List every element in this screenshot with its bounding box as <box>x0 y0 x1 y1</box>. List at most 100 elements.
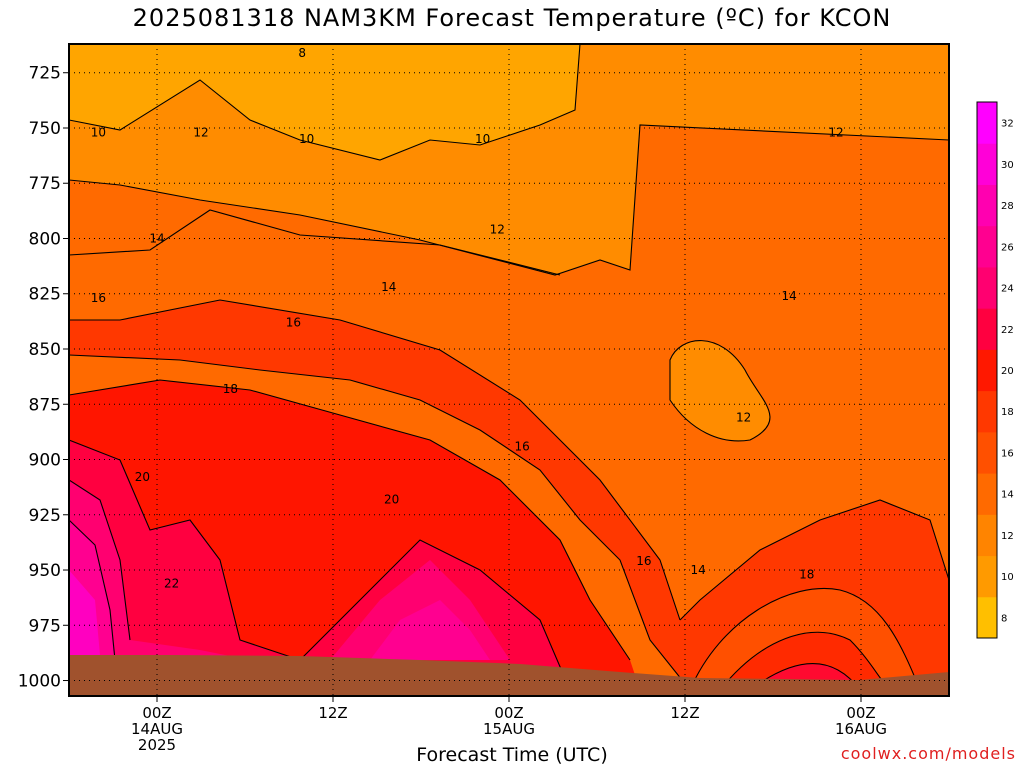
colorbar-swatch <box>977 349 997 392</box>
contour-label: 12 <box>828 125 843 139</box>
y-tick-label: 925 <box>29 506 61 526</box>
colorbar-tick-label: 18 <box>1001 407 1014 418</box>
contour-label: 14 <box>149 231 164 245</box>
contour-label-text: 14 <box>381 280 396 294</box>
credit-text: coolwx.com/models <box>840 744 1016 763</box>
temperature-pocket-12 <box>670 340 770 441</box>
colorbar-swatch <box>977 514 997 557</box>
contour-label-text: 16 <box>636 554 651 568</box>
contour-label-text: 12 <box>193 125 208 139</box>
colorbar-tick-label: 30 <box>1001 160 1014 171</box>
temperature-band-18 <box>69 300 949 690</box>
contour-label: 16 <box>515 439 530 453</box>
contour-label-text: 18 <box>223 382 238 396</box>
contour-label: 20 <box>135 470 150 484</box>
contour-label-text: 8 <box>298 46 306 60</box>
y-tick-label: 775 <box>29 174 61 194</box>
contour-label-text: 16 <box>286 315 301 329</box>
contour-label-text: 12 <box>490 223 505 237</box>
contour-label: 14 <box>381 280 396 294</box>
contour-label-text: 14 <box>149 231 164 245</box>
colorbar-swatch <box>977 184 997 227</box>
contour-label: 10 <box>299 132 314 146</box>
contour-label-text: 10 <box>475 132 490 146</box>
colorbar: 8 10 12 14 16 18 20 22 24 26 28 30 32 <box>976 101 1014 639</box>
x-tick-label: 00Z 15AUG <box>483 704 535 738</box>
colorbar-tick-label: 32 <box>1001 119 1014 130</box>
temperature-band-18-lower-right <box>720 632 890 690</box>
colorbar-tick-label: 20 <box>1001 366 1014 377</box>
grid-lines <box>69 44 949 696</box>
x-tick-label: 12Z <box>318 704 347 722</box>
colorbar-swatch <box>977 143 997 185</box>
y-tick-label: 800 <box>29 229 61 249</box>
colorbar-tick-label: 10 <box>1001 572 1014 583</box>
y-tick-label: 750 <box>29 119 61 139</box>
temperature-band-26 <box>69 520 490 660</box>
contour-label-text: 12 <box>736 411 751 425</box>
temperature-band-8 <box>69 44 580 160</box>
y-tick-label: 975 <box>29 616 61 636</box>
colorbar-frame <box>976 101 998 639</box>
y-axis: 725 750 775 800 825 850 875 900 925 950 975 1000 <box>18 64 69 692</box>
contour-label-text: 16 <box>91 291 106 305</box>
contour-label-text: 14 <box>691 563 706 577</box>
colorbar-tick-label: 16 <box>1001 448 1014 459</box>
colorbar-tick-label: 26 <box>1001 242 1014 253</box>
y-tick-label: 875 <box>29 395 61 415</box>
contour-label: 12 <box>193 125 208 139</box>
y-tick-label: 825 <box>29 285 61 305</box>
contour-label: 14 <box>781 289 796 303</box>
colorbar-swatch <box>977 390 997 433</box>
y-tick-label: 725 <box>29 64 61 84</box>
x-axis-label: Forecast Time (UTC) <box>416 744 608 766</box>
x-axis: 00Z 14AUG 2025 12Z 00Z 15AUG 12Z 00Z 16AUG <box>131 696 887 754</box>
contour-label: 14 <box>691 563 706 577</box>
contour-label: 10 <box>91 125 106 139</box>
contour-label: 18 <box>223 382 238 396</box>
contour-labels: 8 10 12 10 10 12 12 14 14 14 16 16 18 12 16 20 20 16 14 18 2… <box>91 46 844 590</box>
colorbar-swatch <box>977 431 997 474</box>
y-tick-label: 900 <box>29 451 61 471</box>
contour-label: 10 <box>475 132 490 146</box>
contour-label-text: 16 <box>515 439 530 453</box>
colorbar-swatch <box>977 102 997 144</box>
contour-label-text: 10 <box>91 125 106 139</box>
contour-label: 12 <box>736 411 751 425</box>
y-tick-label: 1000 <box>18 672 61 692</box>
x-tick-label: 00Z 16AUG <box>835 704 887 738</box>
contour-label-text: 20 <box>384 492 399 506</box>
contour-label-text: 10 <box>299 132 314 146</box>
colorbar-tick-label: 12 <box>1001 531 1014 542</box>
contour-label: 18 <box>799 567 814 581</box>
colorbar-tick-label: 24 <box>1001 284 1014 295</box>
y-tick-label: 850 <box>29 340 61 360</box>
contour-label-text: 20 <box>135 470 150 484</box>
contour-label: 16 <box>91 291 106 305</box>
colorbar-tick-label: 14 <box>1001 490 1014 501</box>
y-tick-label: 950 <box>29 561 61 581</box>
colorbar-swatch <box>977 308 997 350</box>
contour-label: 20 <box>384 492 399 506</box>
contour-label: 12 <box>490 223 505 237</box>
chart-title: 2025081318 NAM3KM Forecast Temperature (… <box>132 4 892 32</box>
contour-label: 22 <box>164 576 179 590</box>
contour-label: 16 <box>636 554 651 568</box>
colorbar-swatch <box>977 225 997 268</box>
terrain-fill <box>69 655 949 696</box>
temperature-band-24 <box>69 480 510 660</box>
colorbar-swatch <box>977 266 997 309</box>
contour-label-text: 22 <box>164 576 179 590</box>
colorbar-tick-label: 28 <box>1001 201 1014 212</box>
colorbar-swatch <box>977 596 997 639</box>
contour-label-text: 18 <box>799 567 814 581</box>
x-tick-label: 12Z <box>670 704 699 722</box>
contour-label-text: 12 <box>828 125 843 139</box>
colorbar-swatch <box>977 555 997 598</box>
temperature-band-28 <box>69 570 100 660</box>
contour-label: 8 <box>298 46 306 60</box>
contour-label-text: 14 <box>781 289 796 303</box>
x-tick-label: 00Z 14AUG 2025 <box>131 704 183 754</box>
colorbar-swatch <box>977 473 997 515</box>
